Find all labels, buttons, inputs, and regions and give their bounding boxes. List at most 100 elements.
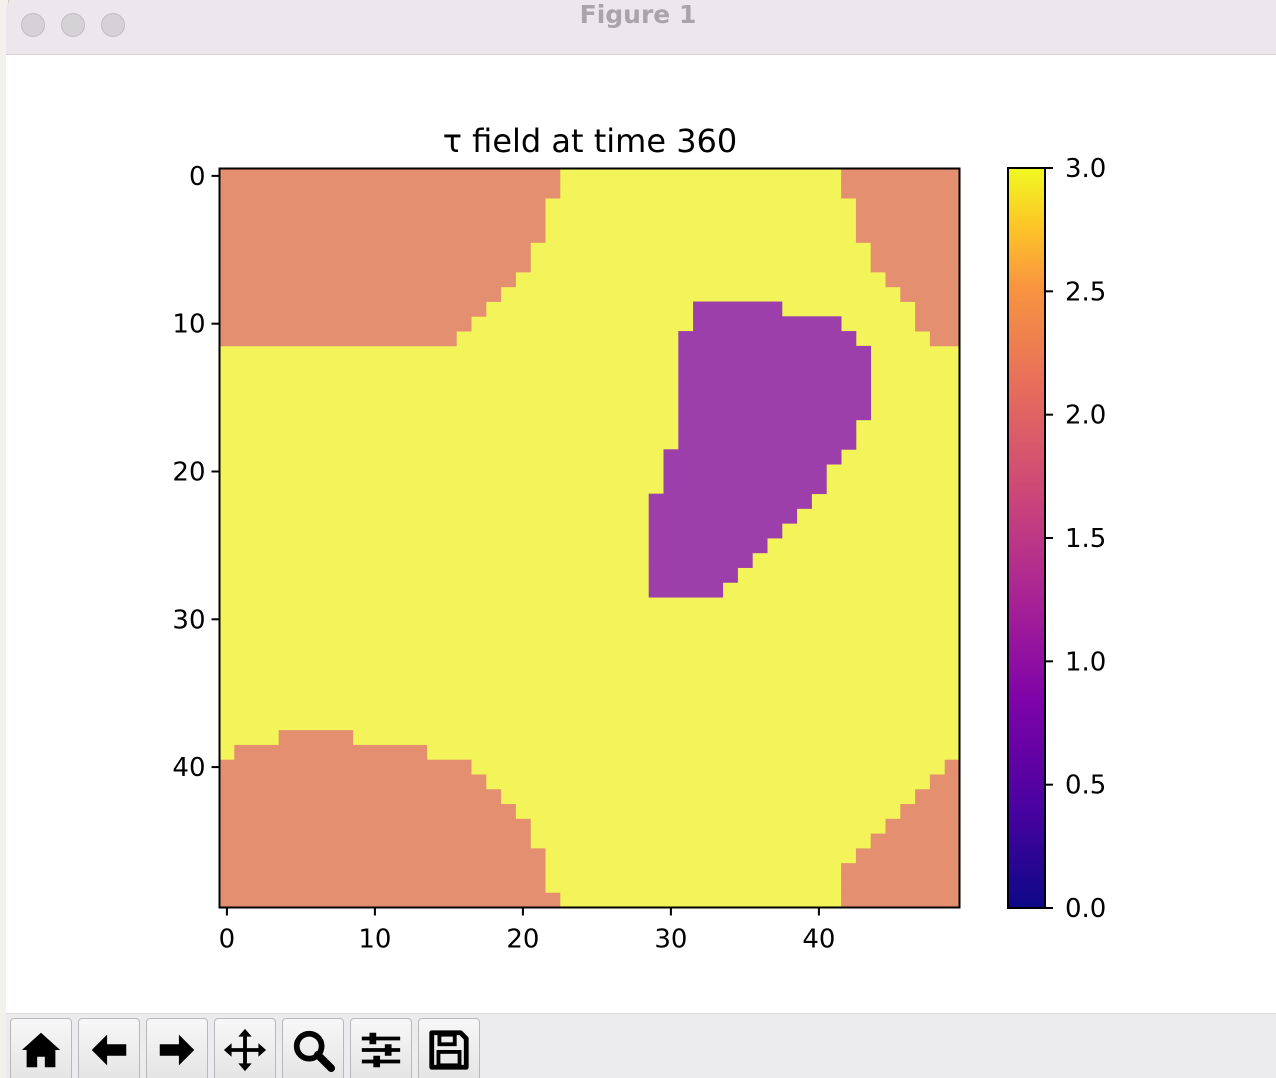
back-button[interactable] — [78, 1018, 140, 1078]
heatmap-cell-run — [219, 286, 502, 302]
y-tick-label: 10 — [172, 310, 205, 340]
figure-canvas[interactable]: τ field at time 360 0 10 20 30 40 0 10 20 30 40 … — [6, 55, 1276, 1013]
arrow-right-icon — [159, 1034, 195, 1066]
heatmap-cell-run — [870, 242, 960, 258]
heatmap-cell-run — [648, 523, 783, 539]
heatmap-cell-run — [648, 582, 724, 598]
configure-subplots-button[interactable] — [350, 1018, 412, 1078]
heatmap-cell-run — [693, 316, 842, 332]
pan-button[interactable] — [214, 1018, 276, 1078]
heatmap-cell-run — [678, 419, 857, 435]
heatmap-cell-run — [648, 493, 812, 509]
colorbar-tick-label: 0.5 — [1065, 771, 1106, 801]
heatmap-cell-run — [841, 183, 960, 199]
figure-window: Figure 1 τ field at time 360 0 10 20 — [6, 0, 1276, 1078]
zoom-button[interactable] — [282, 1018, 344, 1078]
heatmap-cell-run — [648, 552, 753, 568]
floppy-disk-icon — [429, 1030, 469, 1070]
x-tick-label: 0 — [219, 925, 236, 955]
heatmap-cell-run — [929, 774, 960, 790]
heatmap-cell-run — [915, 789, 960, 805]
heatmap-cell-run — [219, 301, 487, 317]
heatmap-cell-run — [648, 508, 798, 524]
heatmap-cell-run — [219, 168, 561, 184]
heatmap-cell-run — [855, 198, 960, 214]
colorbar-tick-label: 0.0 — [1065, 894, 1106, 924]
heatmap-cell-run — [929, 331, 960, 347]
chart-title: τ field at time 360 — [443, 122, 738, 160]
heatmap-cell-run — [870, 257, 960, 273]
heatmap-cell-run — [278, 730, 354, 746]
heatmap-cell-run — [693, 301, 783, 317]
heatmap-cell-run — [678, 434, 857, 450]
heatmap-cell-run — [855, 212, 960, 229]
colorbar — [1007, 167, 1046, 909]
title-bar[interactable] — [6, 0, 1276, 55]
y-tick-label: 30 — [172, 605, 205, 635]
plot-frame — [218, 167, 961, 909]
heatmap-cell-run — [915, 301, 960, 317]
move-icon — [223, 1028, 267, 1072]
heatmap-cell-run — [855, 848, 960, 864]
forward-button[interactable] — [146, 1018, 208, 1078]
heatmap-cell-run — [900, 286, 960, 302]
y-axis: 0 10 20 30 40 — [172, 162, 220, 783]
heatmap-cell-run — [678, 390, 872, 406]
x-axis: 0 10 20 30 40 — [219, 907, 835, 955]
heatmap-cell-run — [219, 198, 546, 214]
zoom-window-button[interactable] — [101, 13, 125, 37]
heatmap-cell-run — [219, 242, 531, 258]
x-tick-label: 10 — [358, 925, 391, 955]
heatmap-cell-run — [678, 345, 872, 362]
heatmap-cell-run — [219, 331, 457, 347]
heatmap-cell-run — [841, 892, 960, 908]
colorbar-tick-label: 2.5 — [1065, 277, 1106, 307]
heatmap-cell-run — [219, 804, 516, 820]
heatmap-cell-run — [219, 863, 546, 879]
heatmap-cell-run — [219, 818, 531, 834]
heatmap-cell-run — [219, 257, 531, 273]
colorbar-tick-label: 3.0 — [1065, 154, 1106, 184]
heatmap-cell-run — [219, 227, 546, 243]
x-tick-label: 30 — [654, 925, 687, 955]
heatmap-cell-run — [915, 316, 960, 332]
x-tick-label: 40 — [802, 925, 835, 955]
window-title: Figure 1 — [579, 0, 697, 29]
heatmap-cell-run — [219, 759, 472, 775]
x-tick-label: 20 — [506, 925, 539, 955]
heatmap-cell-run — [855, 227, 960, 243]
heatmap-cell-run — [678, 375, 872, 391]
heatmap-cell-run — [219, 183, 561, 199]
colorbar-axis: 0.0 0.5 1.0 1.5 2.0 2.5 3.0 — [1045, 154, 1106, 924]
heatmap-cell-run — [219, 877, 546, 894]
heatmap-cell-run — [219, 789, 502, 805]
heatmap-cell-run — [219, 833, 531, 849]
sliders-icon — [361, 1032, 401, 1068]
heatmap-cell-run — [870, 833, 960, 849]
heatmap-cell-run — [219, 848, 546, 864]
heatmap-cell-run — [885, 818, 960, 834]
heatmap-cell-run — [841, 877, 960, 894]
heatmap-cell-run — [663, 449, 842, 465]
colorbar-tick-label: 2.0 — [1065, 401, 1106, 431]
heatmap-cell-run — [648, 538, 768, 554]
home-button[interactable] — [10, 1018, 72, 1078]
heatmap-cells — [219, 168, 960, 908]
colorbar-tick-label: 1.5 — [1065, 524, 1106, 554]
heatmap-cell-run — [663, 464, 827, 480]
heatmap-cell-run — [841, 863, 960, 879]
heatmap-cell-run — [648, 567, 738, 583]
heatmap-cell-run — [219, 892, 561, 908]
heatmap-cell-run — [900, 804, 960, 820]
heatmap-cell-run — [219, 212, 546, 229]
y-tick-label: 20 — [172, 457, 205, 487]
magnifier-icon — [293, 1030, 336, 1073]
heatmap-cell-run — [234, 744, 428, 761]
save-button[interactable] — [418, 1018, 480, 1078]
close-window-button[interactable] — [21, 13, 45, 37]
heatmap-plot: τ field at time 360 0 10 20 30 40 010203040 … — [172, 122, 1106, 955]
heatmap-cell-run — [219, 316, 472, 332]
heatmap-cell-run — [944, 759, 960, 775]
minimize-window-button[interactable] — [61, 13, 85, 37]
heatmap-cell-run — [678, 360, 872, 376]
